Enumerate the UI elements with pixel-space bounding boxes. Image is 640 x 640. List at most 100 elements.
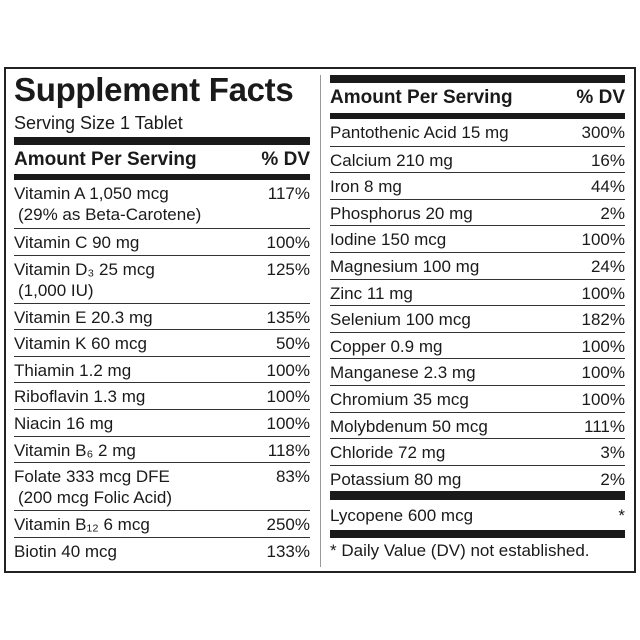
nutrient-row: Copper 0.9 mg 100%: [330, 331, 625, 359]
nutrient-name: Vitamin B₆ 2 mg: [14, 440, 136, 460]
nutrient-name: Potassium 80 mg: [330, 469, 462, 489]
daily-value: 250%: [266, 515, 310, 535]
nutrient-row: Vitamin A 1,050 mcg (29% as Beta-Carotene…: [14, 180, 310, 228]
nutrient-label: Vitamin A 1,050 mcg (29% as Beta-Carotene…: [14, 183, 201, 228]
thick-rule: [14, 174, 310, 180]
nutrient-name: Copper 0.9 mg: [330, 336, 443, 356]
amount-header: Amount Per Serving: [330, 87, 513, 108]
nutrient-name: Vitamin E 20.3 mg: [14, 307, 153, 327]
nutrient-label: Thiamin 1.2 mg: [14, 360, 131, 383]
nutrient-name: Vitamin A 1,050 mcg: [14, 184, 169, 203]
nutrient-label: Selenium 100 mcg: [330, 309, 471, 332]
nutrient-name: Niacin 16 mg: [14, 413, 114, 433]
dv-header: % DV: [576, 87, 625, 108]
nutrient-note: (1,000 IU): [18, 280, 94, 300]
daily-value: *: [618, 506, 625, 526]
nutrient-name: Biotin 40 mcg: [14, 541, 117, 561]
nutrient-row: Chromium 35 mcg 100%: [330, 384, 625, 412]
daily-value: 100%: [266, 387, 310, 407]
column-divider: [320, 75, 321, 567]
nutrient-label: Pantothenic Acid 15 mg: [330, 122, 509, 146]
nutrient-note: (29% as Beta-Carotene): [18, 205, 202, 224]
nutrient-row: Vitamin K 60 mcg 50%: [14, 329, 310, 356]
nutrient-row: Phosphorus 20 mg 2%: [330, 198, 625, 226]
nutrient-label: Biotin 40 mcg: [14, 541, 117, 564]
nutrient-name: Phosphorus 20 mg: [330, 203, 473, 223]
nutrient-name: Folate 333 mcg DFE: [14, 467, 170, 487]
daily-value: 100%: [581, 389, 625, 409]
title: Supplement Facts: [14, 71, 294, 108]
nutrient-row: Manganese 2.3 mg 100%: [330, 358, 625, 385]
nutrient-label: Copper 0.9 mg: [330, 336, 442, 359]
nutrient-name: Riboflavin 1.3 mg: [14, 387, 146, 407]
nutrient-name: Lycopene 600 mcg: [330, 506, 474, 526]
nutrient-row: Thiamin 1.2 mg 100%: [14, 355, 310, 383]
nutrient-name: Vitamin K 60 mcg: [14, 334, 147, 354]
daily-value: 111%: [584, 416, 625, 436]
footnote: * Daily Value (DV) not established.: [330, 541, 590, 561]
daily-value: 118%: [267, 440, 310, 460]
daily-value: 100%: [266, 233, 310, 252]
nutrient-label: Molybdenum 50 mcg: [330, 416, 488, 439]
daily-value: 2%: [600, 469, 625, 489]
nutrient-row: Folate 333 mcg DFE (200 mcg Folic Acid) 83…: [14, 462, 310, 510]
daily-value: 100%: [266, 413, 310, 433]
daily-value: 133%: [266, 541, 310, 561]
daily-value: 100%: [266, 360, 310, 380]
nutrient-row: Iodine 150 mcg 100%: [330, 225, 625, 252]
daily-value: 16%: [590, 150, 625, 170]
nutrient-row: Pantothenic Acid 15 mg 300%: [330, 119, 625, 146]
nutrient-label: Folate 333 mcg DFE (200 mcg Folic Acid): [14, 466, 172, 510]
nutrient-row: Lycopene 600 mcg *: [330, 500, 625, 530]
nutrient-row: Biotin 40 mcg 133%: [14, 536, 310, 564]
nutrient-label: Manganese 2.3 mg: [330, 362, 476, 385]
nutrient-label: Phosphorus 20 mg: [330, 203, 473, 226]
nutrient-label: Vitamin K 60 mcg: [14, 333, 147, 356]
nutrient-label: Riboflavin 1.3 mg: [14, 386, 145, 409]
nutrient-label: Calcium 210 mg: [330, 150, 453, 173]
column-header: Amount Per Serving % DV: [330, 83, 625, 113]
nutrient-row: Vitamin B₁₂ 6 mcg 250%: [14, 510, 310, 537]
nutrient-label: Zinc 11 mg: [330, 283, 413, 306]
nutrient-row: Vitamin C 90 mg 100%: [14, 228, 310, 255]
daily-value: 100%: [581, 230, 625, 250]
nutrient-name: Manganese 2.3 mg: [330, 363, 476, 383]
daily-value: 182%: [581, 310, 625, 330]
daily-value: 2%: [600, 203, 625, 223]
nutrient-name: Thiamin 1.2 mg: [14, 360, 132, 380]
nutrient-name: Iodine 150 mcg: [330, 230, 447, 250]
thick-rule: [330, 491, 625, 501]
thick-rule: [330, 530, 625, 539]
nutrient-name: Pantothenic Acid 15 mg: [330, 123, 509, 142]
nutrient-label: Chromium 35 mcg: [330, 389, 469, 412]
daily-value: 3%: [600, 443, 625, 463]
nutrient-row: Niacin 16 mg 100%: [14, 408, 310, 436]
nutrient-row: Vitamin E 20.3 mg 135%: [14, 302, 310, 330]
nutrient-row: Vitamin B₆ 2 mg 118%: [14, 435, 310, 463]
nutrient-label: Vitamin B₆ 2 mg: [14, 440, 136, 463]
column-header: Amount Per Serving % DV: [14, 145, 310, 174]
nutrient-list: Vitamin A 1,050 mcg (29% as Beta-Carotene…: [14, 180, 310, 563]
nutrient-list: Pantothenic Acid 15 mg 300% Calcium 210 mg…: [330, 119, 625, 491]
nutrient-name: Zinc 11 mg: [330, 283, 413, 303]
daily-value: 100%: [581, 363, 625, 383]
dv-header: % DV: [261, 149, 310, 170]
nutrient-row: Zinc 11 mg 100%: [330, 278, 625, 306]
nutrient-name: Vitamin C 90 mg: [14, 233, 140, 252]
thick-rule: [14, 137, 310, 145]
nutrient-label: Vitamin D₃ 25 mcg (1,000 IU): [14, 259, 155, 303]
thick-rule: [330, 113, 625, 119]
nutrient-row: Molybdenum 50 mcg 111%: [330, 411, 625, 439]
daily-value: 125%: [266, 259, 310, 279]
nutrient-label: Vitamin C 90 mg: [14, 232, 139, 255]
nutrient-row: Chloride 72 mg 3%: [330, 438, 625, 465]
nutrient-name: Chloride 72 mg: [330, 443, 446, 463]
nutrient-row: Magnesium 100 mg 24%: [330, 251, 625, 279]
daily-value: 135%: [266, 307, 310, 327]
daily-value: 24%: [590, 256, 625, 276]
daily-value: 100%: [581, 336, 625, 356]
nutrient-label: Vitamin E 20.3 mg: [14, 307, 153, 330]
nutrient-name: Iron 8 mg: [330, 177, 402, 197]
right-column: Amount Per Serving % DV Pantothenic Acid…: [330, 75, 625, 564]
